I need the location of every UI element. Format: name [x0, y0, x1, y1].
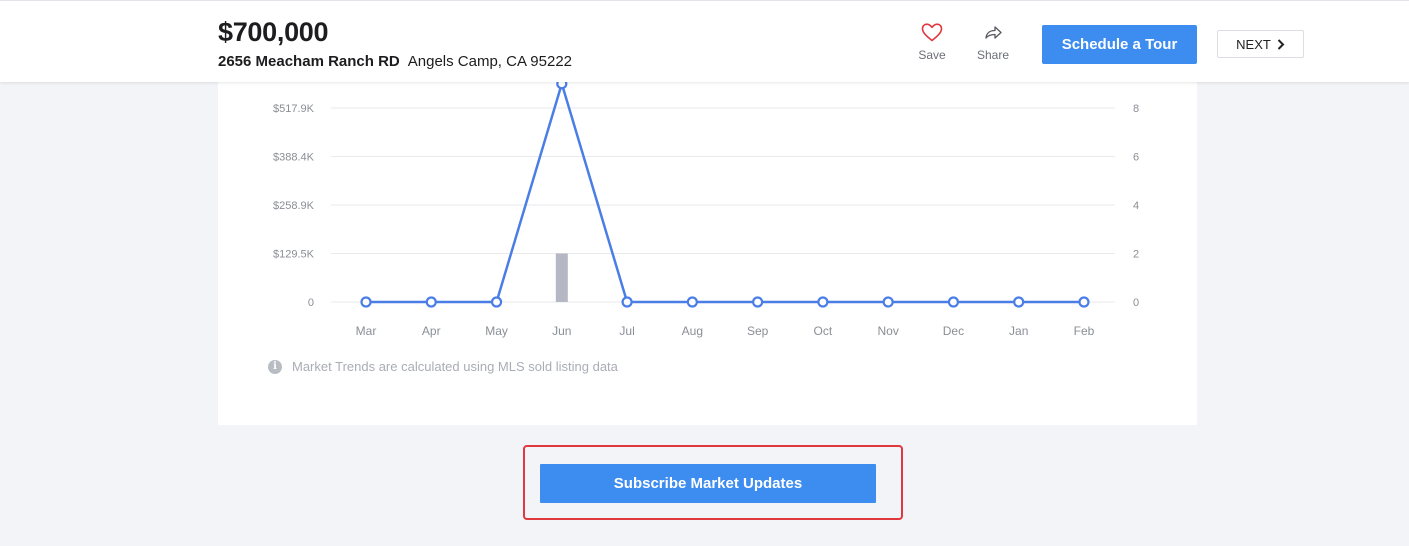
data-point	[1078, 296, 1090, 308]
left-axis-tick-label: $388.4K	[273, 152, 315, 164]
x-axis-tick-label: Feb	[1074, 324, 1095, 338]
x-axis-tick-label: Jan	[1009, 324, 1028, 338]
x-axis-tick-label: Oct	[814, 324, 833, 338]
x-axis-tick-label: Jun	[552, 324, 571, 338]
data-point	[686, 296, 698, 308]
right-axis-tick-label: 4	[1133, 200, 1139, 212]
x-axis-tick-label: Aug	[682, 324, 703, 338]
data-point	[817, 296, 829, 308]
data-point	[425, 296, 437, 308]
city-state-zip: Angels Camp, CA 95222	[407, 53, 573, 70]
share-arrow-icon	[985, 26, 1002, 39]
market-trends-note: i Market Trends are calculated using MLS…	[268, 359, 618, 374]
data-point	[360, 296, 372, 308]
x-axis-tick-label: Mar	[356, 324, 377, 338]
right-axis-tick-label: 8	[1133, 103, 1139, 115]
right-axis-tick-label: 6	[1133, 152, 1139, 164]
share-label: Share	[976, 48, 1010, 62]
x-axis-tick-label: Dec	[943, 324, 964, 338]
market-trends-card: 0 $129.5K $258.9K $388.4K $517.9K 0 2 4 6 8 Mar Apr…	[218, 60, 1197, 425]
bar	[555, 253, 568, 302]
x-axis-tick-label: May	[485, 324, 508, 338]
data-point	[490, 296, 503, 308]
left-axis-tick-label: $129.5K	[273, 249, 315, 261]
subscribe-market-updates-button[interactable]: Subscribe Market Updates	[540, 464, 876, 503]
schedule-tour-button[interactable]: Schedule a Tour	[1042, 25, 1197, 64]
info-icon: i	[268, 359, 282, 374]
data-point	[1013, 296, 1025, 308]
right-axis-tick-label: 0	[1133, 297, 1139, 309]
series-line	[366, 82, 1084, 304]
share-button[interactable]: Share	[971, 23, 1015, 62]
data-point	[882, 296, 894, 308]
x-axis-tick-label: Sep	[747, 324, 769, 338]
x-axis-tick-label: Jul	[619, 324, 634, 338]
next-label: NEXT	[1236, 36, 1271, 52]
note-text: Market Trends are calculated using MLS s…	[292, 359, 618, 374]
x-axis-tick-label: Apr	[422, 324, 441, 338]
data-point	[621, 296, 633, 308]
chevron-right-icon	[1277, 38, 1285, 50]
left-axis-tick-label: 0	[308, 297, 314, 309]
save-button[interactable]: Save	[910, 23, 954, 62]
left-axis-tick-label: $258.9K	[273, 200, 315, 212]
street-address: 2656 Meacham Ranch RD	[218, 53, 400, 70]
save-label: Save	[918, 48, 946, 62]
right-axis-tick-label: 2	[1133, 249, 1139, 261]
heart-icon	[921, 23, 943, 42]
x-axis-tick-label: Nov	[877, 324, 898, 338]
next-button[interactable]: NEXT	[1217, 30, 1304, 58]
listing-header: $700,000 2656 Meacham Ranch RD Angels Cam…	[0, 0, 1409, 82]
data-point	[947, 296, 960, 308]
listing-address: 2656 Meacham Ranch RD Angels Camp, CA 952…	[218, 53, 572, 70]
subscribe-highlight-box	[523, 445, 903, 520]
listing-price: $700,000	[218, 17, 329, 47]
market-trends-chart: 0 $129.5K $258.9K $388.4K $517.9K 0 2 4 6 8 Mar Apr…	[273, 78, 1139, 338]
left-axis-tick-label: $517.9K	[273, 103, 315, 115]
data-point	[752, 296, 764, 308]
